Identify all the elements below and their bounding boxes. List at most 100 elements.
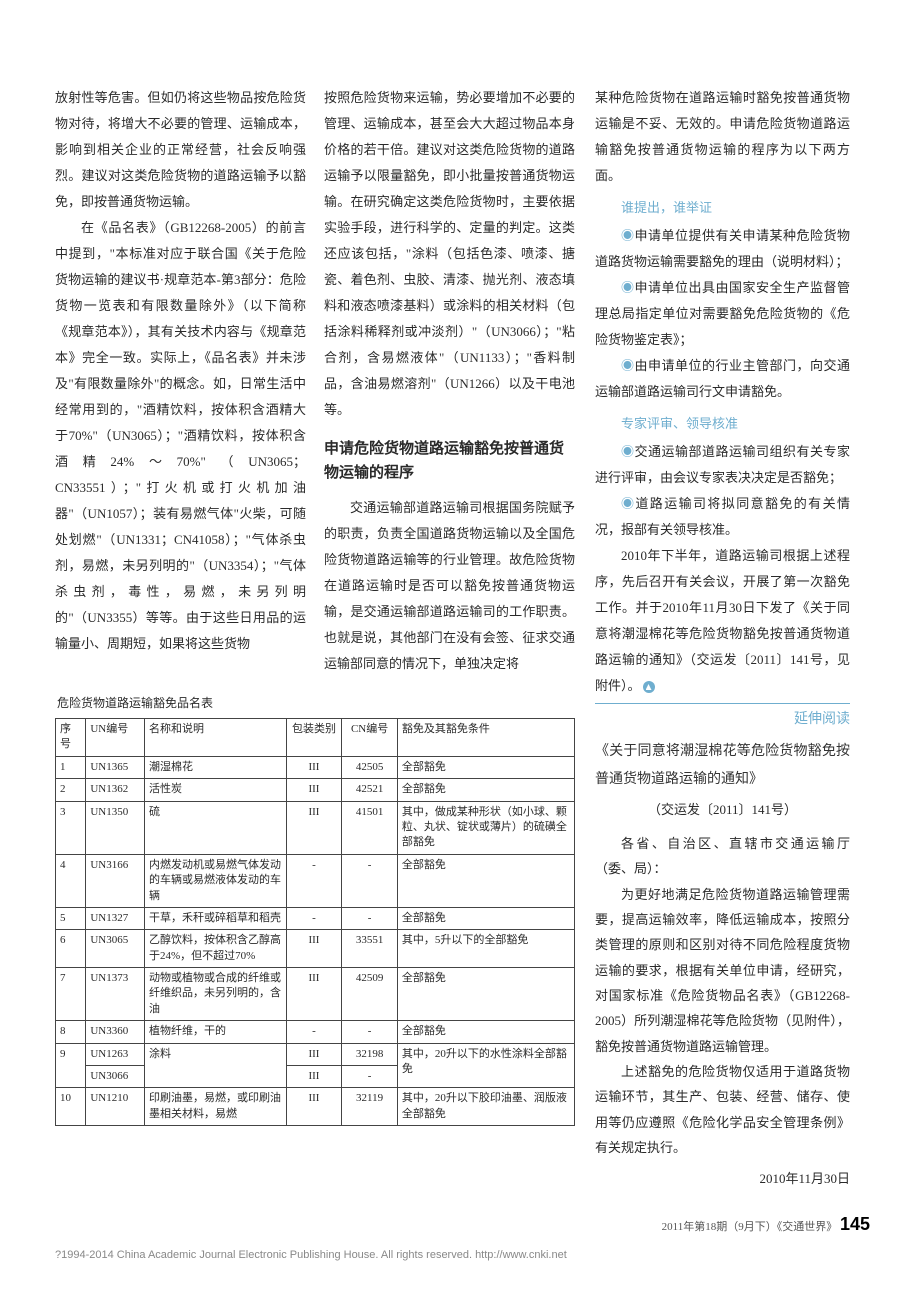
paragraph: 按照危险货物来运输，势必要增加不必要的管理、运输成本，甚至会大大超过物品本身价格… xyxy=(324,85,575,423)
cell: UN1365 xyxy=(86,756,145,778)
ext-paragraph: 各省、自治区、直辖市交通运输厅（委、局）： xyxy=(595,831,850,882)
cell: - xyxy=(286,854,342,907)
cell: 41501 xyxy=(342,801,398,854)
cell: 其中，20升以下的水性涂料全部豁免 xyxy=(397,1043,574,1088)
cell: 活性炭 xyxy=(145,779,287,801)
exemption-table: 序号 UN编号 名称和说明 包装类别 CN编号 豁免及其豁免条件 1 UN136… xyxy=(55,718,575,1126)
cell: 乙醇饮料，按体积含乙醇高于24%，但不超过70% xyxy=(145,930,287,968)
cell: UN1263 xyxy=(86,1043,145,1065)
cell: 全部豁免 xyxy=(397,907,574,929)
cell: 全部豁免 xyxy=(397,968,574,1021)
page: 放射性等危害。但如仍将这些物品按危险货物对待，将增大不必要的管理、运输成本，影响… xyxy=(0,0,920,1296)
cell: 10 xyxy=(56,1088,86,1126)
cell: UN1350 xyxy=(86,801,145,854)
cell: 动物或植物或合成的纤维或纤维织品，未另列明的，含油 xyxy=(145,968,287,1021)
cell: 33551 xyxy=(342,930,398,968)
footer-right: 2011年第18期（9月下）《交通世界》 145 xyxy=(662,1206,870,1242)
cell: III xyxy=(286,1043,342,1065)
cell: 干草，禾秆或碎稻草和稻壳 xyxy=(145,907,287,929)
table-row: 1 UN1365 潮湿棉花 III 42505 全部豁免 xyxy=(56,756,575,778)
table-row: 2 UN1362 活性炭 III 42521 全部豁免 xyxy=(56,779,575,801)
paragraph: 交通运输部道路运输司根据国务院赋予的职责，负责全国道路货物运输以及全国危险货物道… xyxy=(324,495,575,677)
page-footer: 2011年第18期（9月下）《交通世界》 145 xyxy=(55,1206,870,1242)
bullet-icon: ◉ xyxy=(621,496,635,511)
table-row: 8 UN3360 植物纤维，干的 - - 全部豁免 xyxy=(56,1021,575,1043)
ext-paragraph: 为更好地满足危险货物道路运输管理需要，提高运输效率，降低运输成本，按照分类管理的… xyxy=(595,882,850,1059)
cell: 6 xyxy=(56,930,86,968)
section-heading: 申请危险货物道路运输豁免按普通货物运输的程序 xyxy=(324,437,575,485)
cell: 32198 xyxy=(342,1043,398,1065)
cell: - xyxy=(342,1021,398,1043)
th-un: UN编号 xyxy=(86,719,145,757)
cell: 其中，5升以下的全部豁免 xyxy=(397,930,574,968)
cell: 潮湿棉花 xyxy=(145,756,287,778)
paragraph: 在《品名表》（GB12268-2005）的前言中提到，"本标准对应于联合国《关于… xyxy=(55,215,306,657)
table-row: 10 UN1210 印刷油墨，易燃，或印刷油墨相关材料，易燃 III 32119… xyxy=(56,1088,575,1126)
cell: 涂料 xyxy=(145,1043,287,1088)
th-name: 名称和说明 xyxy=(145,719,287,757)
bullet-icon: ◉ xyxy=(621,228,635,243)
cell: UN1362 xyxy=(86,779,145,801)
cell: 9 xyxy=(56,1043,86,1088)
cell: - xyxy=(342,1066,398,1088)
ext-paragraph: 上述豁免的危险货物仅适用于道路货物运输环节，其生产、包装、经营、储存、使用等仍应… xyxy=(595,1059,850,1160)
paragraph: 放射性等危害。但如仍将这些物品按危险货物对待，将增大不必要的管理、运输成本，影响… xyxy=(55,85,306,215)
bullet-item: ◉交通运输部道路运输司组织有关专家进行评审，由会议专家表决决定是否豁免； xyxy=(595,439,850,491)
main-columns: 放射性等危害。但如仍将这些物品按危险货物对待，将增大不必要的管理、运输成本，影响… xyxy=(55,85,870,1192)
cell: 4 xyxy=(56,854,86,907)
bullet-icon: ◉ xyxy=(621,280,635,295)
cell: 全部豁免 xyxy=(397,854,574,907)
table-row: 3 UN1350 硫 III 41501 其中，做成某种形状（如小球、颗粒、丸状… xyxy=(56,801,575,854)
table-caption: 危险货物道路运输豁免品名表 xyxy=(57,691,575,715)
cell: 其中，20升以下胶印油墨、润版液全部豁免 xyxy=(397,1088,574,1126)
cell: 5 xyxy=(56,907,86,929)
copyright-line: ?1994-2014 China Academic Journal Electr… xyxy=(55,1244,870,1266)
cell: 42505 xyxy=(342,756,398,778)
paragraph: 2010年下半年，道路运输司根据上述程序，先后召开有关会议，开展了第一次豁免工作… xyxy=(595,543,850,699)
cell: III xyxy=(286,930,342,968)
bullet-icon: ◉ xyxy=(621,444,635,459)
cell: UN1210 xyxy=(86,1088,145,1126)
table-header-row: 序号 UN编号 名称和说明 包装类别 CN编号 豁免及其豁免条件 xyxy=(56,719,575,757)
cell: UN3360 xyxy=(86,1021,145,1043)
cell: 42509 xyxy=(342,968,398,1021)
extended-reading-label: 延伸阅读 xyxy=(595,703,850,734)
table-row: 7 UN1373 动物或植物或合成的纤维或纤维织品，未另列明的，含油 III 4… xyxy=(56,968,575,1021)
cell: 2 xyxy=(56,779,86,801)
paragraph: 某种危险货物在道路运输时豁免按普通货物运输是不妥、无效的。申请危险货物道路运输豁… xyxy=(595,85,850,189)
th-seq: 序号 xyxy=(56,719,86,757)
cell: UN3166 xyxy=(86,854,145,907)
th-cn: CN编号 xyxy=(342,719,398,757)
text-two-columns: 放射性等危害。但如仍将这些物品按危险货物对待，将增大不必要的管理、运输成本，影响… xyxy=(55,85,575,677)
cell: III xyxy=(286,801,342,854)
sub-heading: 谁提出，谁举证 xyxy=(595,195,850,221)
bullet-icon: ◉ xyxy=(621,358,635,373)
right-column: 某种危险货物在道路运输时豁免按普通货物运输是不妥、无效的。申请危险货物道路运输豁… xyxy=(595,85,850,1192)
cell: UN3065 xyxy=(86,930,145,968)
table-row: 5 UN1327 干草，禾秆或碎稻草和稻壳 - - 全部豁免 xyxy=(56,907,575,929)
cell: - xyxy=(286,1021,342,1043)
bullet-item: ◉道路运输司将拟同意豁免的有关情况，报部有关领导核准。 xyxy=(595,491,850,543)
page-number: 145 xyxy=(840,1214,870,1234)
cell: III xyxy=(286,1088,342,1126)
cell: UN3066 xyxy=(86,1066,145,1088)
cell: - xyxy=(286,907,342,929)
ext-date: 2010年11月30日 xyxy=(595,1166,850,1192)
cell: 植物纤维，干的 xyxy=(145,1021,287,1043)
ext-title: 《关于同意将潮湿棉花等危险货物豁免按普通货物道路运输的通知》 xyxy=(595,738,850,794)
bullet-item: ◉申请单位提供有关申请某种危险货物道路货物运输需要豁免的理由（说明材料）； xyxy=(595,223,850,275)
sub-heading: 专家评审、领导核准 xyxy=(595,411,850,437)
end-mark-icon xyxy=(643,681,655,693)
cell: III xyxy=(286,968,342,1021)
text-column-1: 放射性等危害。但如仍将这些物品按危险货物对待，将增大不必要的管理、运输成本，影响… xyxy=(55,85,306,677)
th-pack: 包装类别 xyxy=(286,719,342,757)
ext-doc-number: （交运发〔2011〕141号） xyxy=(595,797,850,823)
table-row: 4 UN3166 内燃发动机或易燃气体发动的车辆或易燃液体发动的车辆 - - 全… xyxy=(56,854,575,907)
cell: 全部豁免 xyxy=(397,779,574,801)
cell: 42521 xyxy=(342,779,398,801)
paragraph-text: 2010年下半年，道路运输司根据上述程序，先后召开有关会议，开展了第一次豁免工作… xyxy=(595,548,850,693)
cell: 32119 xyxy=(342,1088,398,1126)
cell: 全部豁免 xyxy=(397,1021,574,1043)
cell: 1 xyxy=(56,756,86,778)
issue-info: 2011年第18期（9月下）《交通世界》 xyxy=(662,1221,838,1233)
